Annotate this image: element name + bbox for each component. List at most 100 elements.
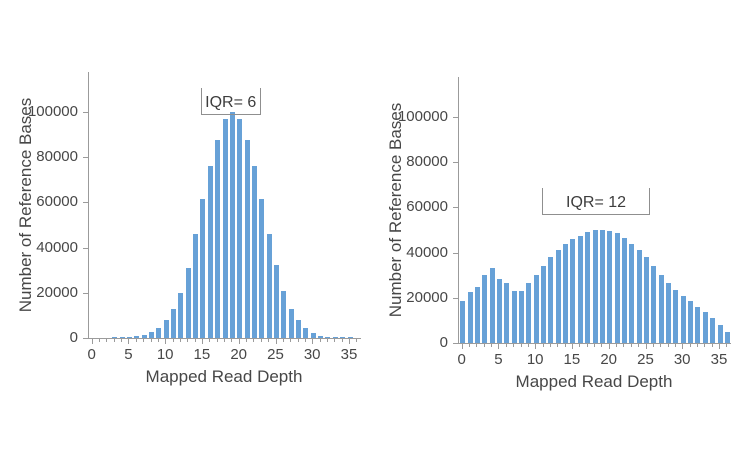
y-tick-label: 100000 — [397, 108, 448, 125]
bar — [288, 309, 294, 338]
x-axis-title: Mapped Read Depth — [145, 367, 303, 386]
bar — [658, 275, 664, 343]
bar — [296, 320, 301, 338]
x-tick-label: 20 — [600, 351, 618, 368]
x-tick — [616, 343, 618, 347]
chart-right-wide-iqr-histogram: Number of Reference Bases 0 20000 40000 600… — [378, 71, 736, 406]
bar — [119, 337, 125, 338]
x-tick — [652, 343, 654, 347]
bar — [533, 275, 539, 343]
x-tick — [268, 338, 270, 342]
y-tick — [83, 112, 88, 113]
x-axis-title: Mapped Read Depth — [515, 372, 673, 391]
bar — [281, 291, 287, 338]
bar — [318, 336, 324, 338]
x-tick-label: 15 — [193, 346, 211, 363]
x-tick — [505, 343, 507, 347]
x-tick — [165, 338, 167, 344]
iqr-bracket: IQR= 12 — [542, 188, 650, 216]
x-tick — [334, 338, 336, 342]
x-tick-label: 5 — [124, 346, 133, 363]
x-tick-label: 10 — [156, 346, 174, 363]
x-tick — [253, 338, 255, 342]
y-axis: 0 20000 40000 60000 80000 100000 — [8, 72, 88, 346]
x-tick — [231, 338, 233, 342]
x-tick — [667, 343, 669, 347]
x-tick — [704, 343, 706, 347]
x-tick — [601, 343, 603, 347]
bar — [511, 291, 517, 343]
bar — [541, 266, 546, 343]
x-tick — [579, 343, 581, 347]
x-tick — [689, 343, 691, 347]
iqr-label: IQR= 12 — [566, 194, 627, 212]
bar — [599, 230, 605, 343]
x-tick — [282, 338, 284, 342]
x-tick — [260, 338, 262, 342]
y-tick — [83, 157, 88, 159]
bar — [126, 337, 132, 338]
x-tick — [187, 338, 189, 342]
x-tick — [564, 343, 566, 347]
y-tick-label: 0 — [439, 334, 448, 351]
bar — [577, 236, 583, 343]
x-tick — [527, 343, 529, 347]
iqr-label: IQR= 6 — [205, 94, 257, 112]
bar — [563, 244, 569, 343]
x-tick — [549, 343, 551, 347]
bar — [680, 296, 686, 343]
bar — [519, 291, 524, 343]
bar — [259, 199, 265, 338]
x-tick-label: 0 — [457, 351, 466, 368]
x-tick — [319, 338, 321, 342]
y-tick — [83, 247, 88, 249]
y-tick — [453, 297, 458, 299]
bar — [526, 283, 532, 343]
y-tick-label: 60000 — [36, 193, 78, 211]
x-tick — [326, 338, 328, 342]
bar — [237, 119, 243, 338]
bar — [200, 199, 206, 338]
bar — [695, 307, 701, 343]
x-tick — [106, 338, 108, 342]
x-tick — [491, 343, 493, 347]
bar — [467, 292, 473, 343]
y-tick-label: 100000 — [27, 103, 78, 120]
bar — [710, 318, 716, 343]
bar — [489, 268, 495, 343]
x-tick — [660, 343, 662, 347]
bar — [193, 234, 199, 338]
bar — [548, 257, 554, 343]
x-tick — [91, 338, 93, 344]
x-tick — [645, 343, 647, 349]
x-tick — [696, 343, 698, 347]
x-tick — [143, 338, 145, 342]
bar — [585, 232, 591, 343]
x-tick — [498, 343, 500, 349]
x-tick — [304, 338, 306, 342]
x-tick — [150, 338, 152, 342]
x-tick — [571, 343, 573, 349]
bar — [651, 266, 657, 343]
x-tick — [201, 338, 203, 344]
y-tick-label: 40000 — [36, 238, 78, 256]
x-tick — [238, 338, 240, 344]
x-tick — [711, 343, 713, 347]
x-tick-label: 25 — [267, 346, 284, 363]
x-tick — [179, 338, 181, 342]
y-tick — [83, 292, 88, 294]
bar — [222, 119, 228, 338]
x-tick-label: 5 — [494, 351, 503, 368]
x-tick — [99, 338, 100, 342]
x-tick — [297, 338, 299, 342]
bar — [215, 140, 221, 338]
x-tick — [290, 338, 292, 342]
x-tick-label: 30 — [303, 346, 321, 363]
bar — [340, 337, 346, 338]
bar — [244, 140, 250, 338]
y-tick-label: 0 — [69, 329, 78, 346]
x-tick — [157, 338, 159, 342]
x-tick — [476, 343, 478, 347]
x-tick — [542, 343, 544, 347]
